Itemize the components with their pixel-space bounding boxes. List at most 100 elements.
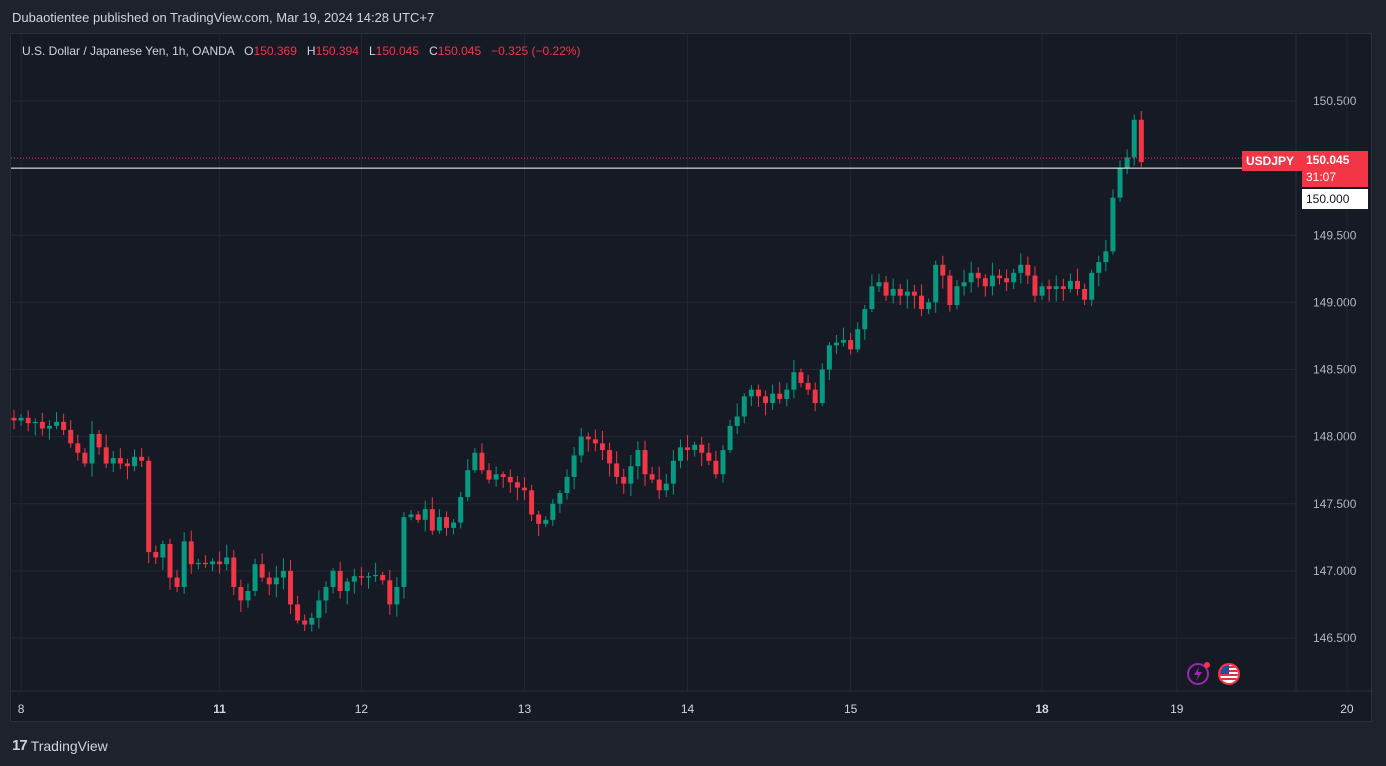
candle-body <box>819 369 825 404</box>
candle-body <box>904 291 910 296</box>
legend-low-value: 150.045 <box>375 44 420 58</box>
candle-body <box>798 372 804 383</box>
footer-brand[interactable]: 17 TradingView <box>12 737 108 754</box>
candle-body <box>295 604 301 621</box>
candle-body <box>897 288 903 296</box>
candle-body <box>670 460 676 484</box>
candle-body <box>188 541 194 565</box>
candle-body <box>132 456 138 467</box>
candle-body <box>656 479 662 491</box>
candle-body <box>514 482 520 488</box>
candle-body <box>770 393 776 404</box>
candle-body <box>848 339 854 350</box>
candle-body <box>415 514 421 520</box>
x-tick-label: 18 <box>1035 702 1049 716</box>
candle-body <box>1053 286 1059 289</box>
chart-panel[interactable]: 150.500 150.000 149.500 149.000 148.500 148.0… <box>10 33 1373 723</box>
candle-body <box>550 503 556 520</box>
candle-body <box>1011 272 1017 283</box>
candle-body <box>25 417 31 424</box>
candle-body <box>592 439 598 444</box>
candle-body <box>280 570 286 578</box>
candle-body <box>181 541 187 587</box>
candle-body <box>117 458 123 464</box>
x-tick-label: 15 <box>844 702 858 716</box>
level-tag-value: 150.000 <box>1306 192 1350 206</box>
candle-body <box>366 576 371 578</box>
candle-body <box>607 450 613 464</box>
candlestick-chart[interactable]: 150.500 150.000 149.500 149.000 148.500 148.0… <box>11 34 1373 723</box>
candle-body <box>54 421 60 426</box>
candle-body <box>351 576 357 582</box>
candle-body <box>784 389 790 400</box>
x-tick-label: 13 <box>518 702 532 716</box>
x-tick-label: 19 <box>1170 702 1184 716</box>
us-flag-icon[interactable] <box>1218 663 1240 685</box>
candle-body <box>238 586 244 601</box>
candle-body <box>18 417 24 421</box>
candle-body <box>1138 119 1144 163</box>
candle-body <box>245 591 251 601</box>
legend-high-label: H <box>306 44 316 58</box>
candle-body <box>451 522 457 528</box>
candle-body <box>146 460 152 553</box>
candle-body <box>110 458 116 464</box>
y-tick-label: 150.500 <box>1313 94 1357 108</box>
x-tick-label: 11 <box>213 702 226 716</box>
candle-body <box>500 474 506 477</box>
candle-body <box>89 433 95 464</box>
candle-body <box>1067 280 1073 289</box>
candle-body <box>1082 288 1088 300</box>
y-tick-label: 146.500 <box>1313 631 1357 645</box>
candle-body <box>997 275 1003 279</box>
candle-body <box>217 561 223 565</box>
y-tick-label: 149.000 <box>1313 295 1357 309</box>
countdown-timer: 31:07 <box>1306 170 1337 184</box>
candle-body <box>599 443 605 451</box>
candle-body <box>585 436 591 440</box>
candle-body <box>358 576 364 578</box>
candle-body <box>139 456 145 461</box>
candle-body <box>1046 286 1052 289</box>
candle-body <box>1089 272 1095 300</box>
candle-body <box>635 450 641 467</box>
candle-body <box>1110 197 1116 252</box>
candle-body <box>529 490 535 515</box>
lightning-icon[interactable] <box>1187 662 1210 685</box>
candle-body <box>571 455 577 477</box>
candle-body <box>564 476 570 494</box>
candle-body <box>387 580 393 605</box>
candle-body <box>507 476 513 483</box>
candle-body <box>933 264 939 303</box>
candle-body <box>472 452 478 471</box>
candle-body <box>961 282 967 287</box>
candle-body <box>720 450 726 475</box>
candle-body <box>628 466 634 484</box>
candle-body <box>32 421 38 424</box>
legend-close-value: 150.045 <box>437 44 482 58</box>
legend-symbol: U.S. Dollar / Japanese Yen, 1h, OANDA <box>22 44 235 58</box>
candle-body <box>316 600 322 618</box>
candle-body <box>748 389 754 397</box>
candle-body <box>231 557 237 587</box>
candle-body <box>536 514 542 524</box>
publish-text: Dubaotientee published on TradingView.co… <box>12 10 435 25</box>
candle-body <box>890 288 896 296</box>
candle-body <box>273 577 279 585</box>
candle-body <box>727 425 733 451</box>
candle-body <box>543 519 549 524</box>
candle-body <box>1096 262 1102 273</box>
x-tick-label: 12 <box>355 702 369 716</box>
candle-body <box>975 272 981 279</box>
level-tag: 150.000 <box>1302 189 1368 209</box>
candle-body <box>578 436 584 456</box>
candle-body <box>833 342 839 346</box>
candle-body <box>82 452 88 464</box>
candle-body <box>408 514 414 518</box>
candle-body <box>443 517 449 528</box>
candle-body <box>46 425 52 429</box>
candle-body <box>436 517 442 531</box>
candle-body <box>855 329 861 350</box>
candle-body <box>614 463 620 477</box>
candle-body <box>741 396 747 417</box>
